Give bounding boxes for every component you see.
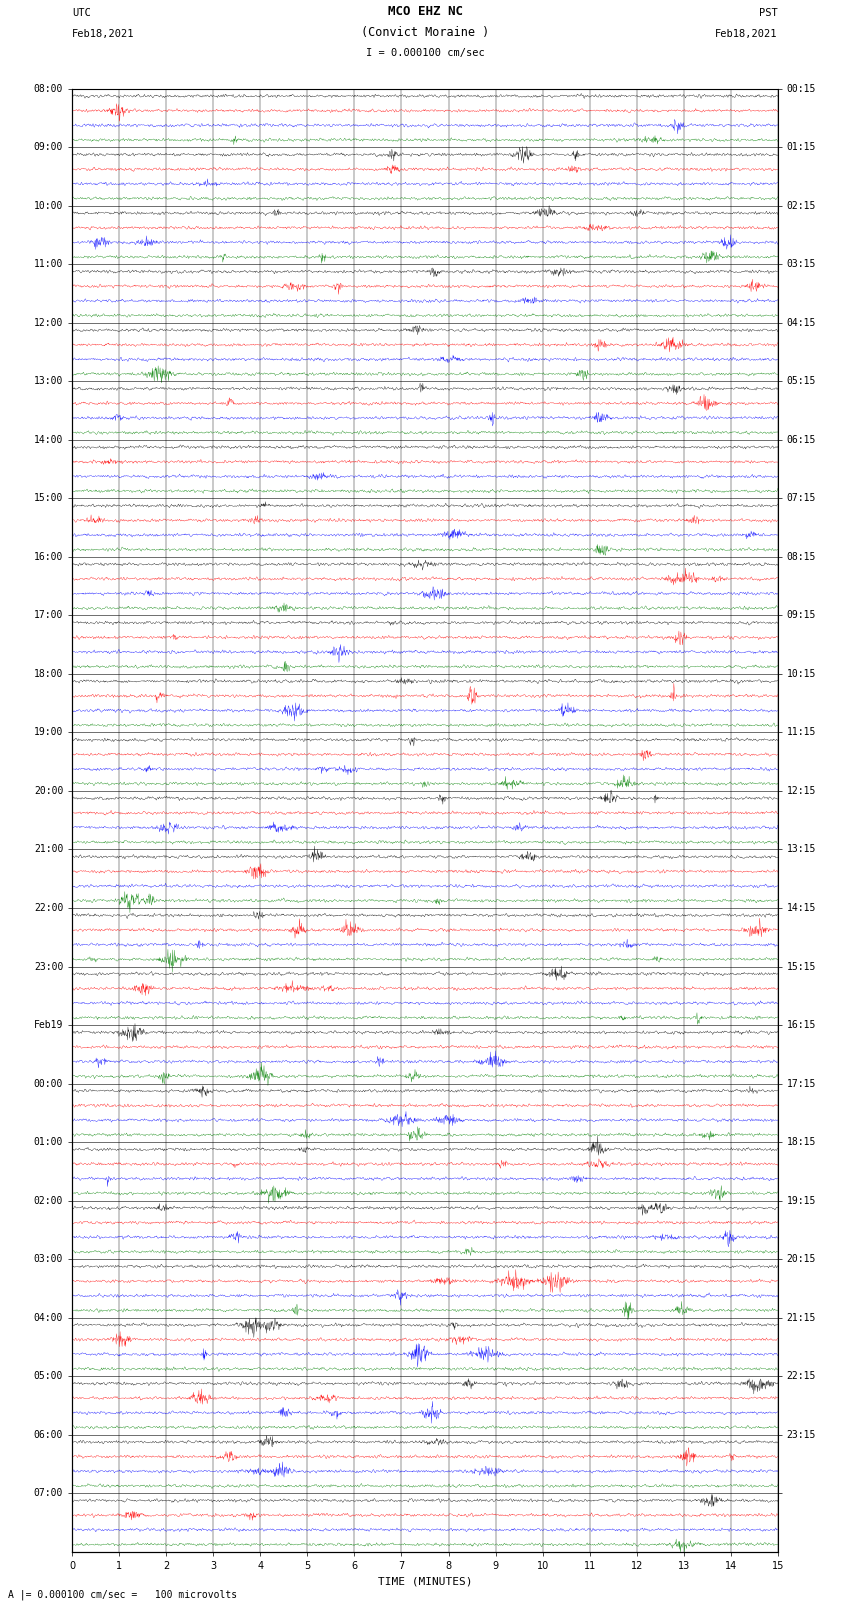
Text: PST: PST [759, 8, 778, 18]
Text: Feb18,2021: Feb18,2021 [715, 29, 778, 39]
Text: A |= 0.000100 cm/sec =   100 microvolts: A |= 0.000100 cm/sec = 100 microvolts [8, 1589, 238, 1600]
Text: (Convict Moraine ): (Convict Moraine ) [361, 26, 489, 39]
Text: I = 0.000100 cm/sec: I = 0.000100 cm/sec [366, 48, 484, 58]
Text: MCO EHZ NC: MCO EHZ NC [388, 5, 462, 18]
Text: Feb18,2021: Feb18,2021 [72, 29, 135, 39]
X-axis label: TIME (MINUTES): TIME (MINUTES) [377, 1576, 473, 1586]
Text: UTC: UTC [72, 8, 91, 18]
